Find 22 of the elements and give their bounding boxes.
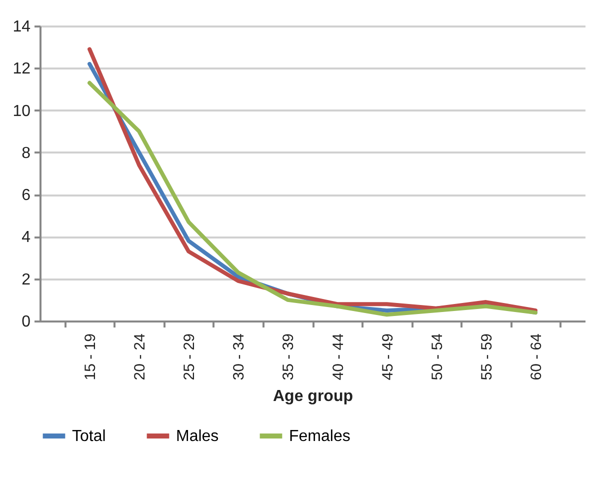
y-tick-label: 10 [12, 102, 31, 120]
x-tick-label: 15 - 19 [82, 334, 100, 380]
x-tick-label: 30 - 34 [230, 334, 248, 380]
x-tick-label: 45 - 49 [379, 334, 396, 380]
y-tick-label: 6 [22, 187, 31, 204]
x-tick-label: 40 - 44 [330, 334, 347, 380]
y-tick-label: 0 [22, 314, 31, 330]
x-tick-label: 35 - 39 [280, 334, 298, 380]
y-tick-label: 12 [12, 60, 31, 78]
legend-label: Males [176, 428, 219, 445]
y-tick-label: 8 [22, 144, 31, 162]
x-tick-label: 20 - 24 [132, 334, 149, 380]
x-axis-title: Age group [273, 388, 354, 406]
y-tick-label: 2 [22, 271, 31, 288]
x-tick-label: 60 - 64 [528, 334, 545, 380]
x-tick-label: 55 - 59 [478, 334, 496, 380]
x-tick-label: 50 - 54 [428, 334, 446, 380]
x-tick-label: 25 - 29 [181, 334, 198, 380]
y-tick-label: 4 [22, 229, 31, 246]
y-tick-label: 14 [12, 18, 31, 36]
legend-label: Females [289, 428, 350, 445]
legend-label: Total [72, 428, 106, 445]
